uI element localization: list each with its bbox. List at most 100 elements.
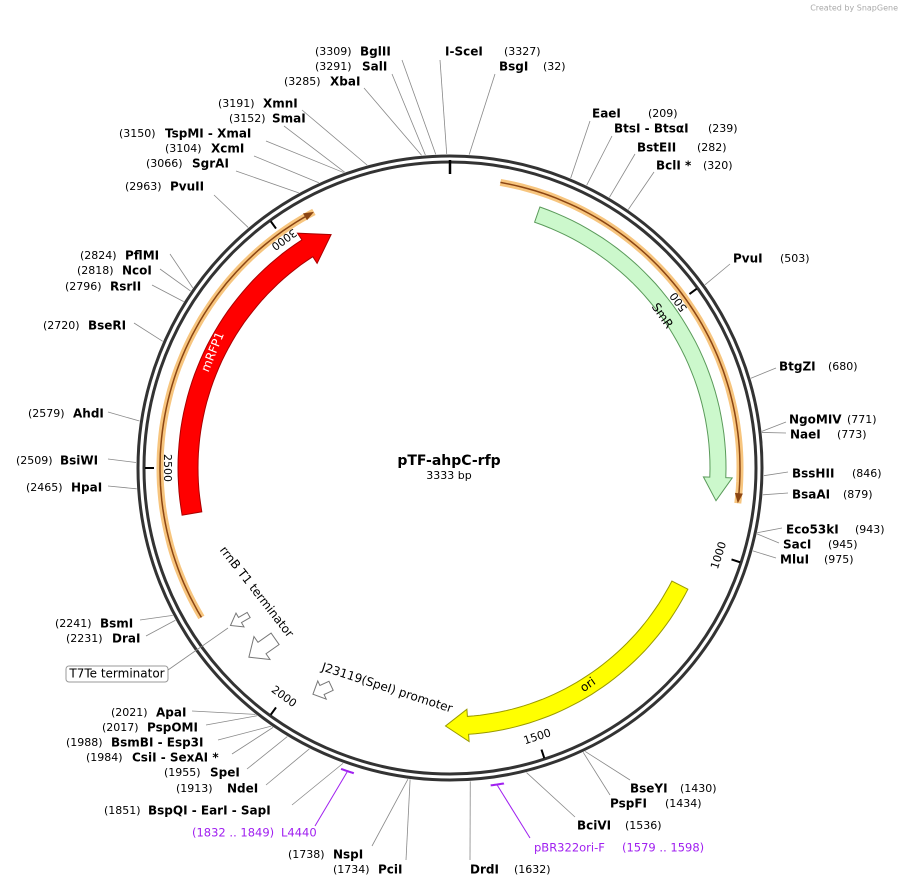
watermark: Created by SnapGene <box>810 4 898 13</box>
leader-line <box>283 125 345 173</box>
site-name: BsiWI <box>60 454 98 468</box>
site-name: PspOMI <box>147 721 198 735</box>
site-name: DraI <box>112 632 140 646</box>
site-position: (945) <box>828 538 858 551</box>
terminator-arrow <box>229 611 251 628</box>
leader-line <box>107 485 137 490</box>
site-name: BsaAI <box>792 488 830 502</box>
feature-line <box>159 213 310 618</box>
scale-tick <box>688 287 698 295</box>
scale-tick <box>731 558 741 564</box>
leader-line <box>609 153 636 198</box>
site-name: HpaI <box>71 481 102 495</box>
site-position: (680) <box>828 360 858 373</box>
feature-arrow <box>177 232 332 516</box>
leader-line <box>253 155 319 184</box>
leader-line <box>761 432 787 434</box>
site-position: (1536) <box>625 819 662 832</box>
scale-tick <box>540 749 546 759</box>
primer-mark <box>490 782 505 787</box>
site-position: (2231) <box>66 632 103 645</box>
leader-line <box>213 194 249 228</box>
site-position: (3327) <box>504 45 541 58</box>
leader-line <box>584 751 631 781</box>
site-name: AhdI <box>73 407 104 421</box>
leader-line <box>586 135 613 186</box>
site-name: I-SceI <box>445 45 483 59</box>
site-name: PvuI <box>733 252 763 266</box>
site-position: (1430) <box>680 782 717 795</box>
site-name: NcoI <box>122 264 152 278</box>
leader-line <box>167 627 229 671</box>
primer-line <box>497 785 531 839</box>
site-position: (1738) <box>288 848 325 861</box>
leader-line <box>468 73 496 155</box>
site-position: (3191) <box>218 97 255 110</box>
site-name: ApaI <box>156 706 186 720</box>
site-name: PflMI <box>125 249 159 263</box>
leader-line <box>750 367 777 379</box>
site-position: (2021) <box>111 706 148 719</box>
site-position: (239) <box>708 122 738 135</box>
leader-line <box>391 73 426 156</box>
site-position: (2818) <box>77 264 114 277</box>
leader-line <box>582 752 611 796</box>
primer-range: (1579 .. 1598) <box>622 841 704 855</box>
site-name: PvuII <box>170 180 204 194</box>
site-name: XbaI <box>330 75 360 89</box>
terminator-arrow <box>248 632 280 661</box>
scale-label: 1000 <box>708 540 729 571</box>
primer-name: pBR322ori-F <box>534 841 605 855</box>
site-name: PspFI <box>610 797 647 811</box>
leader-line <box>217 725 272 741</box>
site-name: BclI * <box>656 159 692 173</box>
leader-line <box>301 109 368 166</box>
site-position: (879) <box>843 488 873 501</box>
site-position: (3150) <box>119 127 156 140</box>
leader-line <box>756 533 780 544</box>
site-name: NgoMIV <box>789 413 842 427</box>
site-position: (1632) <box>514 863 551 876</box>
leader-line <box>231 727 274 755</box>
leader-line <box>757 527 783 534</box>
leader-line <box>752 550 777 559</box>
primer-line <box>314 771 348 827</box>
backbone-outer <box>136 154 764 782</box>
feature-arrow <box>533 206 734 502</box>
site-position: (2824) <box>80 249 117 262</box>
site-name: PciI <box>378 863 403 877</box>
leader-line <box>291 762 344 806</box>
site-position: (2241) <box>55 617 92 630</box>
site-name: NspI <box>333 848 363 862</box>
site-position: (2509) <box>16 454 53 467</box>
site-position: (1984) <box>86 751 123 764</box>
leader-line <box>133 322 163 342</box>
site-position: (503) <box>780 252 810 265</box>
feature-line <box>500 181 741 499</box>
leader-line <box>205 715 258 726</box>
leader-line <box>246 736 288 770</box>
feature-head <box>734 492 743 504</box>
leader-line <box>761 421 787 432</box>
site-name: BtgZI <box>779 360 816 374</box>
feature-label: rrnB T1 terminator <box>217 543 297 640</box>
site-name: BseYI <box>630 782 668 796</box>
leader-line <box>159 268 191 292</box>
plasmid-size: 3333 bp <box>426 469 471 482</box>
site-position: (1851) <box>104 804 141 817</box>
site-name: BstEII <box>637 141 676 155</box>
site-name: XmnI <box>263 97 298 111</box>
feature-highlight <box>499 178 744 504</box>
scale-tick <box>269 220 277 230</box>
scale-label: 1500 <box>522 726 553 747</box>
site-position: (2720) <box>43 319 80 332</box>
leader-line <box>151 284 184 302</box>
leader-line <box>762 492 789 496</box>
site-position: (1955) <box>164 766 201 779</box>
leader-line <box>139 615 173 621</box>
site-name: SpeI <box>210 766 240 780</box>
site-position: (771) <box>847 413 877 426</box>
site-name: BssHII <box>792 467 834 481</box>
feature-arrow <box>444 580 689 743</box>
